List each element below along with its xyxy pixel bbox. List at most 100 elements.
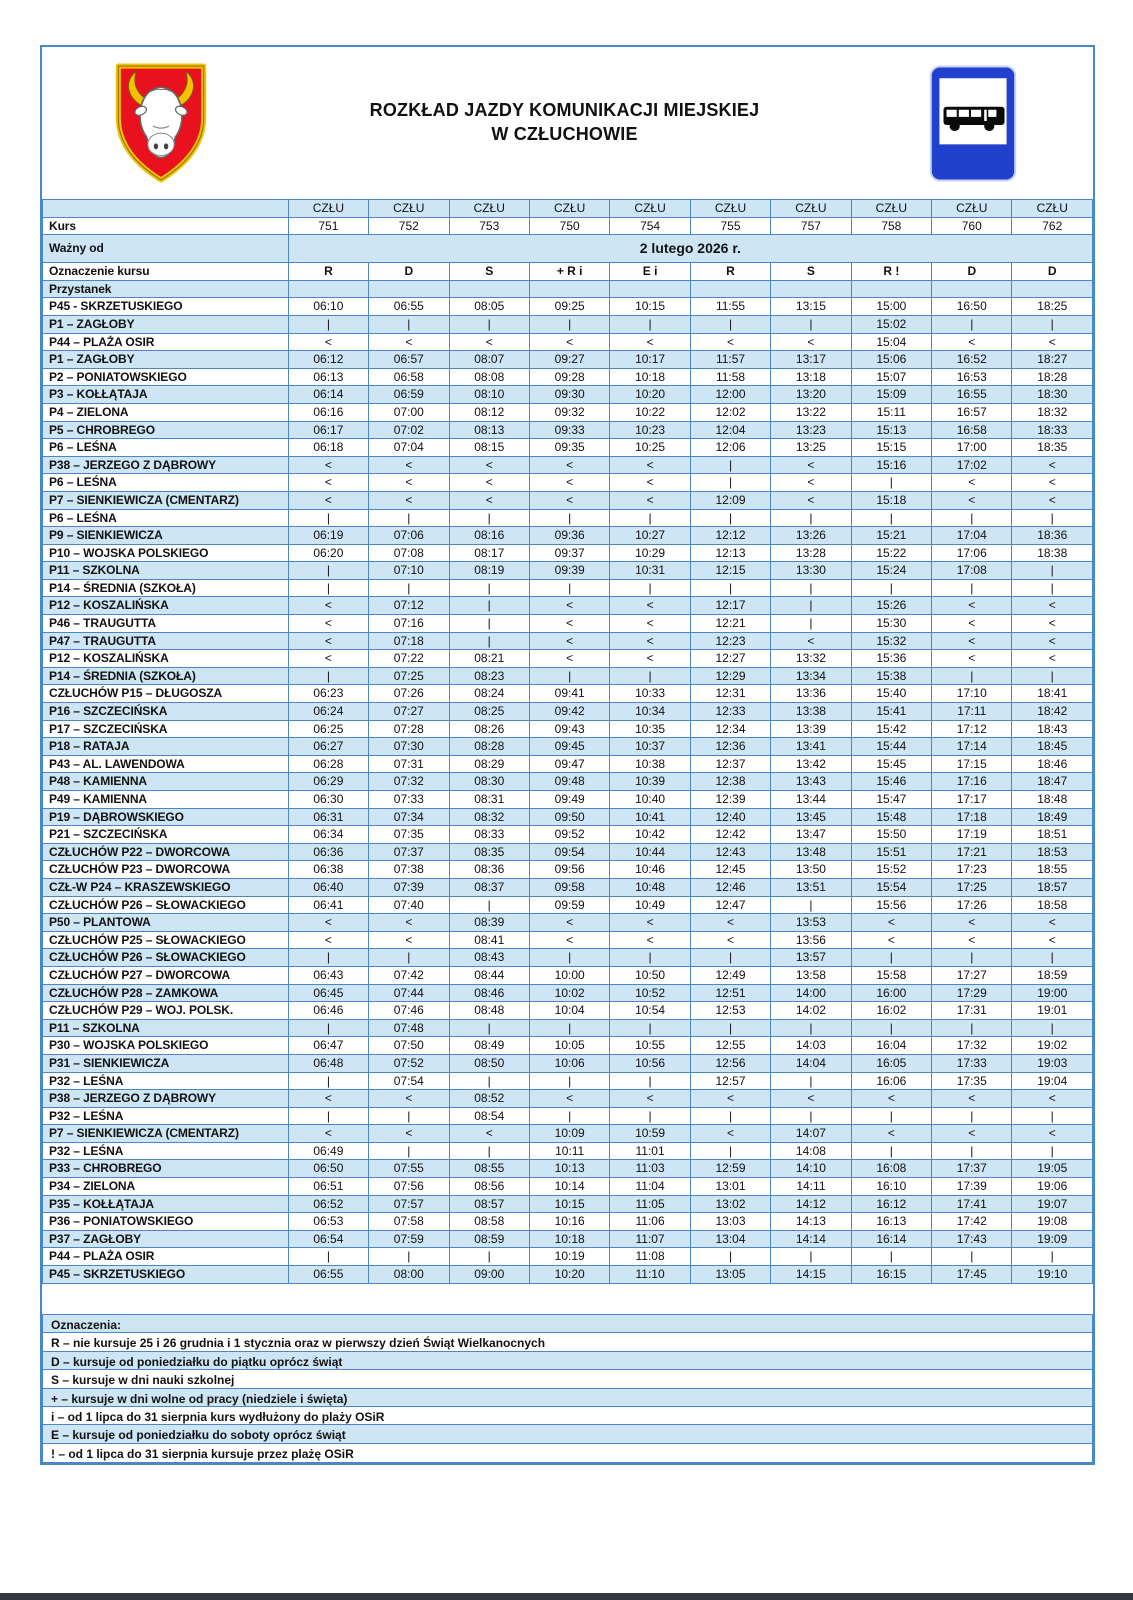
time-cell: 06:27 [287, 737, 370, 756]
time-cell: < [689, 930, 772, 950]
time-cell: 15:44 [850, 737, 933, 756]
time-cell: 09:47 [528, 754, 611, 774]
timetable-row: P14 – ŚREDNIA (SZKOŁA) | 07:25 08:23 | | 12:29… [42, 666, 1093, 686]
time-cell: 09:30 [528, 385, 611, 404]
time-cell: 13:41 [770, 737, 852, 756]
stop-name-cell: P31 – SIENKIEWICZA [42, 1053, 289, 1073]
route-code-cell: CZŁU [1011, 199, 1093, 218]
time-cell: < [287, 332, 370, 352]
time-cell: 09:32 [528, 402, 611, 422]
time-cell: 08:07 [448, 350, 530, 369]
time-cell: 15:24 [850, 561, 933, 580]
time-cell: 15:51 [850, 842, 933, 862]
time-cell: 06:17 [287, 420, 370, 440]
timetable-row: P6 – LEŚNA | | | | | | | | | | [42, 508, 1093, 528]
time-cell: < [1011, 473, 1093, 492]
stop-name-cell: P33 – CHROBREGO [42, 1159, 289, 1179]
time-cell: 07:26 [368, 684, 450, 704]
time-cell: < [689, 332, 772, 352]
time-cell: 06:45 [287, 983, 370, 1003]
time-cell: 18:28 [1011, 367, 1093, 387]
stop-name-cell: P3 – KOŁŁĄTAJA [42, 385, 289, 404]
time-cell: < [1011, 930, 1093, 950]
time-cell: 12:06 [689, 438, 772, 457]
time-cell: 13:22 [770, 402, 852, 422]
time-cell: 15:07 [850, 367, 933, 387]
empty-cell [1011, 279, 1093, 299]
time-cell: | [609, 314, 691, 334]
timetable-row: P37 – ZAGŁOBY 06:54 07:59 08:59 10:18 11:07 13… [42, 1229, 1093, 1249]
time-cell: | [1011, 666, 1093, 686]
time-cell: | [448, 596, 530, 616]
time-cell: | [689, 508, 772, 528]
time-cell: 19:06 [1011, 1177, 1093, 1196]
time-cell: | [1011, 948, 1093, 967]
time-cell: 15:06 [850, 350, 933, 369]
time-cell: | [689, 455, 772, 475]
time-cell: 08:48 [448, 1001, 530, 1020]
time-cell: 12:40 [689, 807, 772, 827]
time-cell: | [609, 508, 691, 528]
time-cell: < [609, 332, 691, 352]
time-cell: 14:07 [770, 1124, 852, 1143]
time-cell: 08:10 [448, 385, 530, 404]
empty-cell [931, 279, 1013, 299]
time-cell: | [931, 948, 1013, 967]
time-cell: | [287, 578, 370, 598]
stop-name-cell: P47 – TRAUGUTTA [42, 631, 289, 651]
time-cell: 11:55 [689, 297, 772, 316]
timetable-row: P32 – LEŚNA 06:49 | | 10:11 11:01 | 14:08 | | | [42, 1141, 1093, 1161]
time-cell: < [1011, 913, 1093, 932]
time-cell: 10:27 [609, 526, 691, 545]
time-cell: 07:30 [368, 737, 450, 756]
time-cell: 06:38 [287, 860, 370, 879]
timetable-row: P1 – ZAGŁOBY | | | | | | | 15:02 | | [42, 314, 1093, 334]
course-mark-cell: R [689, 262, 772, 281]
time-cell: 10:20 [609, 385, 691, 404]
time-cell: 12:37 [689, 754, 772, 774]
timetable-row: P1 – ZAGŁOBY 06:12 06:57 08:07 09:27 10:17 11:… [42, 350, 1093, 369]
timetable-row: P47 – TRAUGUTTA <07:18 | < <12:23 <15:32 < < [42, 631, 1093, 651]
stop-name-cell: P11 – SZKOLNA [42, 1018, 289, 1038]
time-cell: 17:27 [931, 965, 1013, 985]
stop-header-cell: Przystanek [42, 279, 289, 299]
time-cell: 15:30 [850, 614, 933, 633]
course-mark-cell: D [1011, 262, 1093, 281]
stop-name-cell: P17 – SZCZECIŃSKA [42, 719, 289, 739]
time-cell: 13:44 [770, 790, 852, 809]
time-cell: 15:04 [850, 332, 933, 352]
time-cell: 07:22 [368, 649, 450, 668]
stop-name-cell: CZŁUCHÓW P28 – ZAMKOWA [42, 983, 289, 1003]
time-cell: 16:58 [931, 420, 1013, 440]
time-cell: 12:04 [689, 420, 772, 440]
time-cell: 10:31 [609, 561, 691, 580]
route-code-cell: CZŁU [609, 199, 691, 218]
time-cell: < [368, 1089, 450, 1108]
time-cell: 14:11 [770, 1177, 852, 1196]
stop-name-cell: P36 – PONIATOWSKIEGO [42, 1212, 289, 1231]
time-cell: < [931, 332, 1013, 352]
time-cell: 17:23 [931, 860, 1013, 879]
time-cell: 06:31 [287, 807, 370, 827]
page-title: ROZKŁAD JAZDY KOMUNIKACJI MIEJSKIEJ W CZ… [210, 99, 929, 147]
timetable-row: P3 – KOŁŁĄTAJA 06:14 06:59 08:10 09:30 10:20 1… [42, 385, 1093, 404]
time-cell: 16:13 [850, 1212, 933, 1231]
time-cell: < [528, 614, 611, 633]
time-cell: < [1011, 596, 1093, 616]
stop-name-cell: P49 – KAMIENNA [42, 790, 289, 809]
time-cell: 08:23 [448, 666, 530, 686]
kurs-number-cell: 751 [287, 216, 370, 236]
time-cell: 08:52 [448, 1089, 530, 1108]
timetable-row: CZŁUCHÓW P28 – ZAMKOWA 06:45 07:44 08:46 10:… [42, 983, 1093, 1003]
time-cell: 17:31 [931, 1001, 1013, 1020]
time-cell: 12:49 [689, 965, 772, 985]
time-cell: 18:35 [1011, 438, 1093, 457]
time-cell: 07:37 [368, 842, 450, 862]
timetable-row: P12 – KOSZALIŃSKA <07:12 | < <12:17 | 15:26 < < [42, 596, 1093, 616]
time-cell: < [448, 473, 530, 492]
time-cell: 10:05 [528, 1036, 611, 1055]
stop-name-cell: CZŁUCHÓW P26 – SŁOWACKIEGO [42, 948, 289, 967]
timetable-row: CZŁUCHÓW P29 – WOJ. POLSK. 06:46 07:46 08:4… [42, 1001, 1093, 1020]
timetable-row: P45 - SKRZETUSKIEGO 06:10 06:55 08:05 09:25 1… [42, 297, 1093, 316]
time-cell: 10:22 [609, 402, 691, 422]
